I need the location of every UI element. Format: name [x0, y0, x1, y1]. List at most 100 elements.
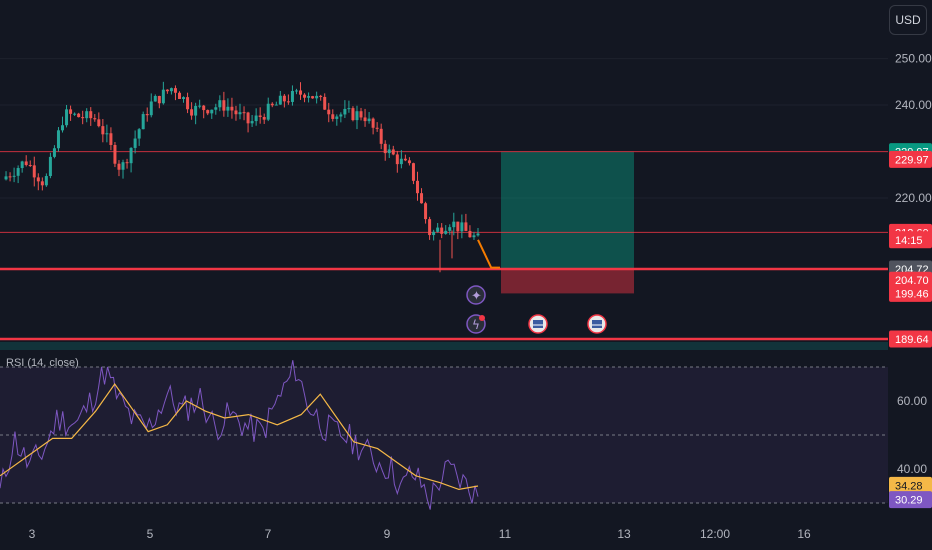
- candle-body: [198, 105, 202, 107]
- candlestick-series: [4, 81, 480, 273]
- candle-body: [359, 111, 363, 118]
- candle-body: [387, 149, 391, 154]
- flag-field: [533, 320, 543, 328]
- candle-body: [210, 109, 214, 114]
- candle-body: [182, 97, 186, 100]
- candle-body: [286, 101, 290, 103]
- candle-body: [161, 89, 165, 104]
- alert-dot: [479, 315, 485, 321]
- candle-body: [403, 158, 407, 161]
- candle-body: [254, 115, 258, 122]
- candle-body: [383, 143, 387, 154]
- stop-zone[interactable]: [501, 268, 634, 294]
- candle-body: [173, 88, 177, 93]
- candle-body: [424, 203, 428, 220]
- candle-body: [16, 168, 20, 176]
- candle-body: [101, 126, 105, 135]
- price-tag: [889, 150, 932, 168]
- candle-body: [399, 158, 403, 165]
- price-tag: [889, 231, 932, 249]
- candle-body: [468, 230, 472, 238]
- price-tag: [889, 284, 932, 302]
- candle-body: [28, 164, 32, 166]
- rsi-pane: [0, 360, 888, 510]
- rsi-ma-line: [0, 382, 479, 491]
- candle-body: [327, 109, 331, 115]
- candle-body: [456, 221, 460, 232]
- candle-body: [8, 176, 12, 178]
- candle-body: [81, 117, 85, 119]
- candle-body: [440, 227, 444, 234]
- time-axis[interactable]: 3 5 7 9 11 13 12:00 16: [29, 527, 811, 541]
- candle-body: [137, 129, 141, 139]
- candle-body: [206, 110, 210, 114]
- candle-body: [186, 97, 190, 110]
- candle-body: [113, 144, 117, 164]
- candle-body: [379, 128, 383, 144]
- currency-button[interactable]: USD: [889, 5, 927, 35]
- rsi-value-label: 34.28: [895, 480, 923, 492]
- candle-body: [56, 130, 60, 149]
- candle-body: [214, 107, 218, 110]
- price-tags: 229.97229.97212.6014:15204.72204.70199.4…: [889, 143, 932, 348]
- candle-body: [65, 109, 69, 126]
- rsi-title: RSI (14, close): [6, 357, 79, 369]
- candle-body: [476, 233, 480, 236]
- candle-body: [32, 165, 36, 178]
- candle-body: [52, 148, 56, 157]
- rsi-value-label: 30.29: [895, 495, 923, 507]
- rsi-tick-label: 40.00: [897, 462, 927, 476]
- event-markers[interactable]: ✦ϟ: [466, 285, 607, 334]
- candle-body: [48, 156, 52, 177]
- candle-body: [294, 90, 298, 92]
- rsi-value-tag: [889, 476, 932, 494]
- candle-body: [266, 103, 270, 120]
- candle-body: [371, 118, 375, 128]
- candle-body: [448, 227, 452, 231]
- time-tick-label: 9: [384, 527, 391, 541]
- long-position-tool[interactable]: [501, 151, 634, 294]
- price-tag: [889, 330, 932, 348]
- candle-body: [117, 163, 121, 170]
- candle-body: [69, 109, 73, 114]
- candle-body: [415, 180, 419, 194]
- candle-body: [169, 88, 173, 92]
- price-tick-label: 240.00: [895, 98, 932, 112]
- candle-body: [36, 177, 40, 182]
- event-icon[interactable]: [466, 285, 486, 305]
- time-tick-label: 5: [147, 527, 154, 541]
- candle-body: [226, 106, 230, 111]
- candle-body: [44, 176, 48, 186]
- candle-body: [234, 110, 238, 115]
- time-tick-label: 12:00: [700, 527, 730, 541]
- candle-body: [303, 94, 307, 98]
- candle-body: [351, 108, 355, 121]
- candle-body: [262, 116, 266, 120]
- candle-body: [202, 105, 206, 111]
- time-tick-label: 7: [265, 527, 272, 541]
- price-axis[interactable]: 250.00 240.00 220.00: [895, 52, 932, 205]
- candle-body: [250, 121, 254, 124]
- candle-body: [307, 96, 311, 98]
- candle-body: [347, 108, 351, 110]
- candle-body: [141, 114, 145, 130]
- candle-body: [40, 181, 44, 186]
- candle-body: [97, 119, 101, 127]
- candle-body: [290, 90, 294, 102]
- candle-body: [93, 118, 97, 120]
- candle-body: [194, 105, 198, 116]
- candle-body: [129, 147, 133, 164]
- price-tag-label: 14:15: [895, 235, 923, 247]
- candle-body: [258, 115, 262, 117]
- horizontal-lines[interactable]: [0, 151, 888, 341]
- candle-body: [460, 222, 464, 232]
- candle-body: [77, 113, 81, 118]
- candle-body: [428, 219, 432, 236]
- target-zone[interactable]: [501, 151, 634, 269]
- candle-body: [411, 163, 415, 181]
- rsi-axis[interactable]: 60.00 40.00: [897, 394, 927, 476]
- candle-body: [230, 106, 234, 111]
- candle-body: [282, 95, 286, 102]
